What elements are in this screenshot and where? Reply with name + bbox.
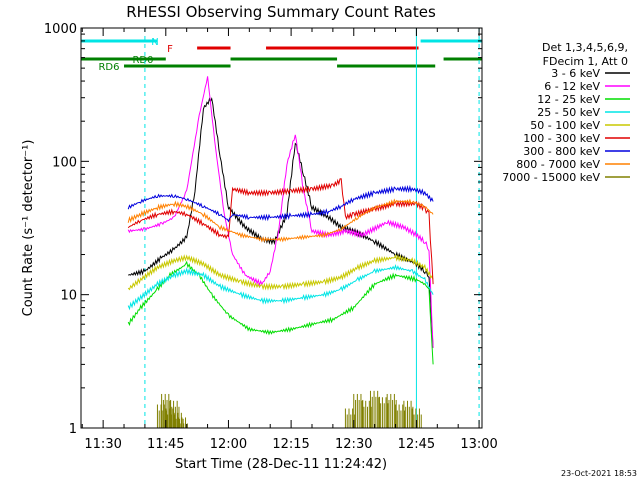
x-tick-label: 12:00 (210, 437, 247, 452)
annotation-label-f: F (167, 44, 173, 55)
x-tick-label: 12:15 (272, 437, 309, 452)
legend-header-line: Det 1,3,4,5,6,9, (542, 41, 628, 54)
x-tick-label: 12:30 (335, 437, 372, 452)
series-line-4 (127, 253, 434, 291)
y-axis-label: Count Rate (s⁻¹ detector⁻¹) (21, 140, 36, 317)
legend: Det 1,3,4,5,6,9,FDecim 1, Att 03 - 6 keV… (502, 41, 630, 184)
legend-entry-label: 3 - 6 keV (551, 67, 600, 80)
annotation-label-rd6: RD6 (98, 62, 119, 73)
x-tick-label: 13:00 (460, 437, 497, 452)
series-line-6 (127, 184, 434, 223)
plot-frame (80, 27, 483, 429)
legend-entry-label: 100 - 300 keV (523, 132, 600, 145)
timestamp: 23-Oct-2021 18:53 (561, 469, 637, 478)
annotation-layer: NF RD0 RD6 (81, 37, 482, 73)
annotation-label-rd0: RD0 (132, 55, 153, 66)
annotation-label-n: N (151, 37, 158, 48)
series-line-5 (127, 178, 434, 285)
x-tick-label: 11:30 (84, 437, 121, 452)
legend-entry-label: 300 - 800 keV (523, 145, 600, 158)
series-line-3 (127, 264, 434, 311)
y-tick-label: 1 (69, 422, 77, 437)
series-line-7 (127, 198, 434, 243)
y-tick-label: 100 (52, 155, 77, 170)
legend-entry-label: 25 - 50 keV (537, 106, 600, 119)
y-tick-label: 1000 (44, 22, 77, 37)
series-line-2 (127, 260, 434, 365)
x-tick-label: 12:45 (398, 437, 435, 452)
x-axis-label: Start Time (28-Dec-11 11:24:42) (175, 457, 387, 472)
series-layer (127, 76, 434, 428)
y-tick-label: 10 (60, 289, 77, 304)
legend-entry-label: 6 - 12 keV (544, 80, 600, 93)
y-axis: 1 10 100 1000 (44, 22, 482, 437)
chart-title: RHESSI Observing Summary Count Rates (126, 3, 436, 21)
x-axis: 11:30 11:45 12:00 12:15 12:30 12:45 13:00 (81, 28, 498, 452)
x-tick-label: 11:45 (147, 437, 184, 452)
legend-entry-label: 7000 - 15000 keV (502, 171, 600, 184)
legend-entry-label: 12 - 25 keV (537, 93, 600, 106)
legend-entry-label: 50 - 100 keV (530, 119, 600, 132)
series-line-0 (128, 97, 434, 348)
legend-header-line: FDecim 1, Att 0 (543, 55, 628, 68)
legend-entry-label: 800 - 7000 keV (516, 158, 600, 171)
